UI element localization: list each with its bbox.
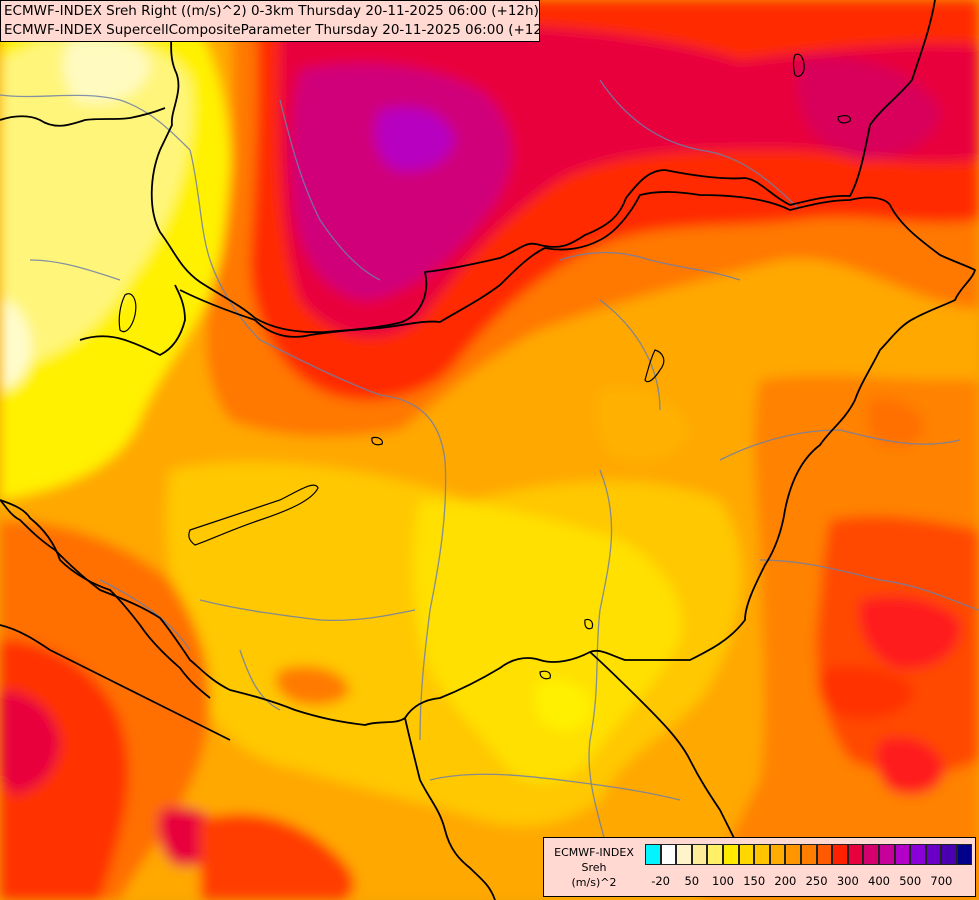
legend-tick-label: 300 — [836, 874, 859, 888]
legend-tick-label: 200 — [774, 874, 797, 888]
field-crimson-sw — [0, 690, 60, 795]
river-12 — [99, 579, 191, 651]
legend-tick-label: 150 — [743, 874, 766, 888]
legend-swatch — [816, 844, 833, 865]
lake-small-3 — [371, 436, 383, 446]
lake-east — [837, 115, 851, 124]
river-6 — [719, 429, 961, 461]
map-title-box: ECMWF-INDEX Sreh Right ((m/s)^2) 0-3km T… — [0, 0, 540, 42]
border-south — [404, 717, 496, 900]
legend-swatch — [691, 844, 708, 865]
river-13 — [279, 99, 381, 281]
field-cream-north — [63, 36, 150, 104]
lake-balaton — [188, 484, 319, 546]
legend-swatch — [894, 844, 911, 865]
legend-swatch — [832, 844, 848, 865]
map-title-line-2: ECMWF-INDEX SupercellCompositeParameter … — [4, 22, 540, 38]
river-3 — [259, 339, 447, 741]
border-southeast — [589, 651, 751, 871]
legend-tick-label: 50 — [684, 874, 700, 888]
river-8 — [199, 599, 416, 621]
legend-swatch — [707, 844, 723, 865]
lake-neusiedl — [118, 293, 137, 333]
field-orange-blob-3 — [595, 387, 690, 462]
river-7 — [759, 559, 979, 611]
legend-swatch — [863, 844, 879, 865]
legend-swatch — [800, 844, 817, 865]
river-9 — [239, 649, 281, 711]
legend-tick-label: 700 — [930, 874, 953, 888]
field-red-south — [200, 813, 355, 900]
border-north — [150, 0, 936, 334]
legend-tick-label: -20 — [651, 874, 670, 888]
legend-swatch — [956, 844, 973, 865]
border-hungary — [0, 191, 976, 726]
field-red-se — [818, 666, 915, 719]
legend-title-line-1: ECMWF-INDEX — [554, 846, 634, 859]
border-southwest — [0, 624, 231, 741]
field-orange-blob-2 — [866, 399, 925, 447]
legend-tick-label: 250 — [805, 874, 828, 888]
lakes-layer — [118, 53, 851, 680]
lake-small-1 — [584, 618, 594, 630]
field-magenta-ne — [798, 57, 940, 160]
color-legend: ECMWF-INDEX Sreh (m/s)^2 -20 50 100 150 200 2… — [543, 837, 976, 897]
border-west — [0, 499, 211, 699]
field-red-blob-1 — [275, 666, 350, 706]
lake-ne — [792, 53, 805, 77]
field-cream-west — [0, 300, 31, 390]
field-paleyellow-west — [0, 36, 192, 371]
legend-swatch — [660, 844, 677, 865]
legend-title-line-2: Sreh — [581, 861, 607, 874]
legend-tick-label: 100 — [712, 874, 734, 888]
field-yellow-blob-4 — [534, 679, 593, 731]
lake-tisza — [644, 349, 665, 383]
legend-swatch — [785, 844, 801, 865]
legend-tick-label: 400 — [868, 874, 890, 888]
river-4 — [599, 79, 801, 211]
legend-tick-label: 500 — [899, 874, 922, 888]
river-14 — [559, 251, 741, 281]
legend-unit: (m/s)^2 — [571, 876, 617, 889]
lake-small-2 — [539, 670, 551, 680]
border-west-2 — [0, 107, 166, 127]
legend-swatch — [910, 844, 926, 865]
field-magenta-north — [291, 64, 512, 300]
river-10 — [599, 299, 661, 411]
legend-tick-labels: -20 50 100 150 200 250 300 400 500 700 — [645, 874, 975, 890]
legend-swatch — [676, 844, 692, 865]
legend-swatch — [847, 844, 864, 865]
border-west-3 — [79, 284, 186, 356]
legend-swatch — [722, 844, 739, 865]
legend-swatch — [925, 844, 942, 865]
legend-swatch — [738, 844, 755, 865]
legend-color-scale — [645, 844, 973, 865]
field-red-east-2 — [875, 736, 945, 795]
map-title-line-1: ECMWF-INDEX Sreh Right ((m/s)^2) 0-3km T… — [4, 3, 539, 19]
legend-swatch — [769, 844, 786, 865]
field-crimson-east — [859, 596, 961, 670]
field-purple-core — [375, 106, 455, 172]
legend-swatch — [878, 844, 895, 865]
river-11 — [429, 773, 681, 801]
legend-title: ECMWF-INDEX Sreh (m/s)^2 — [546, 845, 642, 890]
field-yellow-core — [412, 500, 682, 783]
legend-swatch — [645, 844, 661, 865]
legend-swatch — [941, 844, 957, 865]
river-2 — [189, 149, 261, 341]
river-15 — [29, 259, 121, 281]
legend-swatch — [754, 844, 770, 865]
river-5 — [588, 469, 613, 861]
